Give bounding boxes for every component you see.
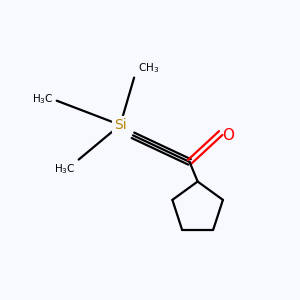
- Text: Si: Si: [114, 118, 127, 132]
- Text: O: O: [222, 128, 234, 143]
- Text: H$_3$C: H$_3$C: [32, 93, 53, 106]
- Text: CH$_3$: CH$_3$: [138, 61, 159, 75]
- Text: H$_3$C: H$_3$C: [54, 162, 75, 176]
